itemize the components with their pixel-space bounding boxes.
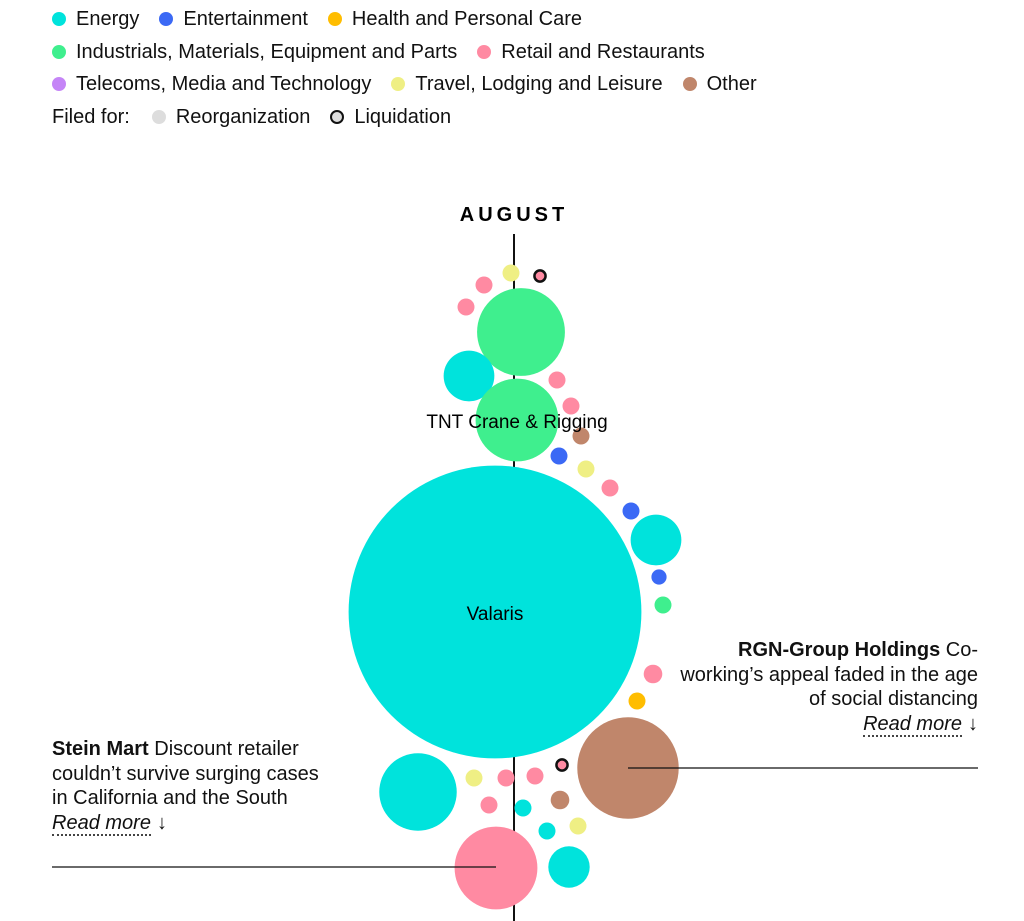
legend-label: Energy — [76, 8, 140, 30]
legend-item-entertainment: Entertainment — [159, 6, 308, 32]
bubble — [475, 276, 493, 294]
bubble — [630, 514, 682, 566]
bubble — [480, 796, 498, 814]
bubble — [601, 479, 619, 497]
bubble — [550, 790, 570, 810]
bubble-group — [348, 264, 682, 910]
legend-label: Liquidation — [354, 105, 452, 128]
bubble — [465, 769, 483, 787]
bubble — [502, 264, 520, 282]
legend-swatch-travel — [391, 77, 406, 91]
bubble — [533, 269, 547, 283]
legend-label: Other — [706, 73, 757, 95]
legend-label: Industrials, Materials, Equipment and Pa… — [76, 40, 458, 63]
legend-label: Travel, Lodging and Leisure — [415, 73, 663, 95]
legend-item-health: Health and Personal Care — [327, 6, 583, 32]
legend-swatch-retail — [477, 44, 492, 59]
legend-swatch-energy — [52, 12, 66, 26]
bubble — [628, 692, 646, 710]
legend-label: Telecoms, Media and Technology — [76, 73, 372, 95]
legend-item-energy: Energy — [52, 6, 139, 32]
stein-description: Discount retailer couldn’t survive surgi… — [52, 738, 319, 809]
reorganization-swatch — [151, 109, 166, 124]
filed-for-row: Filed for: Reorganization Liquidation — [52, 104, 777, 130]
bubble — [497, 769, 515, 787]
stein-annotation: Stein Mart Discount retailer couldn’t su… — [52, 737, 322, 836]
liquidation-swatch — [330, 109, 345, 124]
bubble — [643, 664, 663, 684]
legend-row: Industrials, Materials, Equipment and Pa… — [52, 39, 777, 65]
bubble — [577, 460, 595, 478]
legend-label: Retail and Restaurants — [501, 40, 705, 63]
bubble — [477, 288, 565, 376]
bubble — [654, 596, 672, 614]
filed-for-label: Filed for: — [52, 105, 130, 128]
rgn-description: Co-working’s appeal faded in the age of … — [680, 639, 978, 710]
legend-item-telecoms: Telecoms, Media and Technology — [52, 71, 371, 97]
bubble-label: Valaris — [467, 604, 524, 625]
bubble — [622, 502, 640, 520]
bubble — [514, 799, 532, 817]
bubble — [562, 397, 580, 415]
bubble — [550, 447, 568, 465]
bubble-label: TNT Crane & Rigging — [426, 412, 607, 433]
legend-item-liquidation: Liquidation — [330, 104, 451, 130]
stein-read-more-link[interactable]: Read more — [52, 811, 151, 836]
bubble — [348, 465, 642, 759]
bubble — [538, 822, 556, 840]
legend-label: Reorganization — [175, 105, 311, 128]
legend: Energy Entertainment Health and Personal… — [52, 6, 777, 136]
arrow-down-icon: ↓ — [968, 712, 978, 735]
legend-row: Energy Entertainment Health and Personal… — [52, 6, 777, 32]
legend-item-travel: Travel, Lodging and Leisure — [391, 71, 663, 97]
stein-company: Stein Mart — [52, 738, 149, 760]
bubble — [379, 753, 457, 831]
rgn-company: RGN-Group Holdings — [738, 639, 941, 661]
bubble — [454, 826, 538, 910]
legend-swatch-health — [327, 12, 342, 26]
legend-swatch-industrials — [52, 44, 66, 59]
bubble — [572, 427, 590, 445]
legend-item-other: Other — [682, 71, 757, 97]
bubble — [651, 569, 667, 585]
legend-label: Health and Personal Care — [351, 8, 583, 30]
bubble — [548, 371, 566, 389]
bubble — [443, 350, 495, 402]
legend-swatch-telecoms — [52, 77, 66, 91]
legend-row: Telecoms, Media and Technology Travel, L… — [52, 71, 777, 97]
legend-item-retail: Retail and Restaurants — [477, 39, 705, 65]
bubble — [548, 846, 590, 888]
legend-item-reorganization: Reorganization — [151, 104, 311, 130]
bubble — [569, 817, 587, 835]
legend-item-industrials: Industrials, Materials, Equipment and Pa… — [52, 39, 457, 65]
month-label: AUGUST — [460, 204, 568, 226]
legend-swatch-other — [682, 77, 697, 91]
arrow-down-icon: ↓ — [156, 811, 167, 834]
rgn-read-more-link[interactable]: Read more — [863, 712, 962, 737]
bubble — [526, 767, 544, 785]
bubble — [457, 298, 475, 316]
legend-swatch-entertainment — [159, 12, 174, 26]
rgn-annotation: RGN-Group Holdings Co-working’s appeal f… — [678, 638, 978, 737]
legend-label: Entertainment — [183, 8, 308, 30]
bubble-label-group: TNT Crane & Rigging Valaris — [426, 412, 607, 625]
bubble — [555, 758, 569, 772]
bubble — [475, 378, 559, 462]
